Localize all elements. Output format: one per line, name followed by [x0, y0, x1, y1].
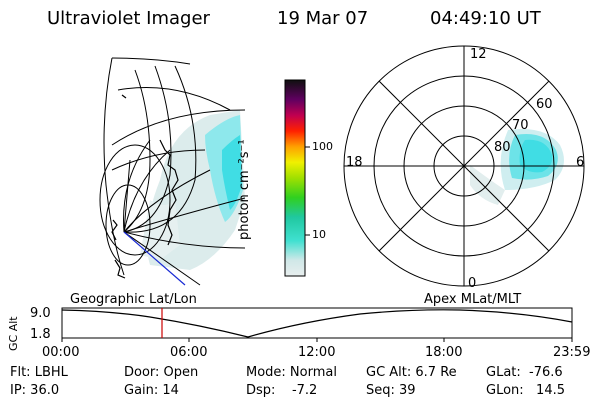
- ip-info: IP: 36.0: [10, 383, 60, 398]
- timeline-plot: [61, 307, 573, 342]
- glat-info: GLat: -76.6: [486, 365, 563, 380]
- left-aurora-oval: [140, 110, 245, 270]
- lat-label-80: 80: [494, 140, 511, 155]
- colorbar-label: photon cm⁻²s⁻¹: [237, 139, 252, 240]
- timeline-ytick-top: 9.0: [30, 306, 51, 321]
- xtick-0600: 06:00: [170, 345, 208, 360]
- mode-info: Mode: Normal: [246, 365, 337, 380]
- dsp-info: Dsp: -7.2: [246, 383, 318, 398]
- colorbar-tick-10: 10: [312, 228, 326, 241]
- seq-info: Seq: 39: [366, 383, 416, 398]
- geographic-map: [99, 57, 246, 286]
- date-label: 19 Mar 07: [277, 8, 369, 29]
- xtick-0000: 00:00: [42, 345, 80, 360]
- mlt-label-0: 0: [468, 276, 477, 291]
- mlt-label-18: 18: [346, 155, 363, 170]
- instrument-title: Ultraviolet Imager: [47, 8, 210, 29]
- xtick-2359: 23:59: [553, 345, 591, 360]
- xtick-1200: 12:00: [298, 345, 336, 360]
- xtick-1800: 18:00: [425, 345, 463, 360]
- glon-info: GLon: 14.5: [486, 383, 566, 398]
- lat-label-60: 60: [536, 97, 553, 112]
- door-info: Door: Open: [124, 365, 199, 380]
- terminator-line: [123, 231, 186, 286]
- lat-label-70: 70: [512, 118, 529, 133]
- colorbar: [284, 79, 310, 277]
- right-title: Apex MLat/MLT: [424, 292, 522, 307]
- polar-plot: [343, 45, 585, 287]
- colorbar-tick-100: 100: [312, 140, 333, 153]
- left-title: Geographic Lat/Lon: [70, 292, 197, 307]
- timeline-ytick-bottom: 1.8: [30, 327, 51, 342]
- gain-info: Gain: 14: [124, 383, 179, 398]
- filter-info: Flt: LBHL: [10, 365, 68, 380]
- timeline-ylabel: GC Alt: [7, 316, 20, 351]
- mlt-label-6: 6: [576, 155, 585, 170]
- altitude-curve: [61, 309, 573, 338]
- gc-alt-info: GC Alt: 6.7 Re: [366, 365, 457, 380]
- time-label: 04:49:10 UT: [430, 8, 541, 29]
- mlt-label-12: 12: [470, 47, 487, 62]
